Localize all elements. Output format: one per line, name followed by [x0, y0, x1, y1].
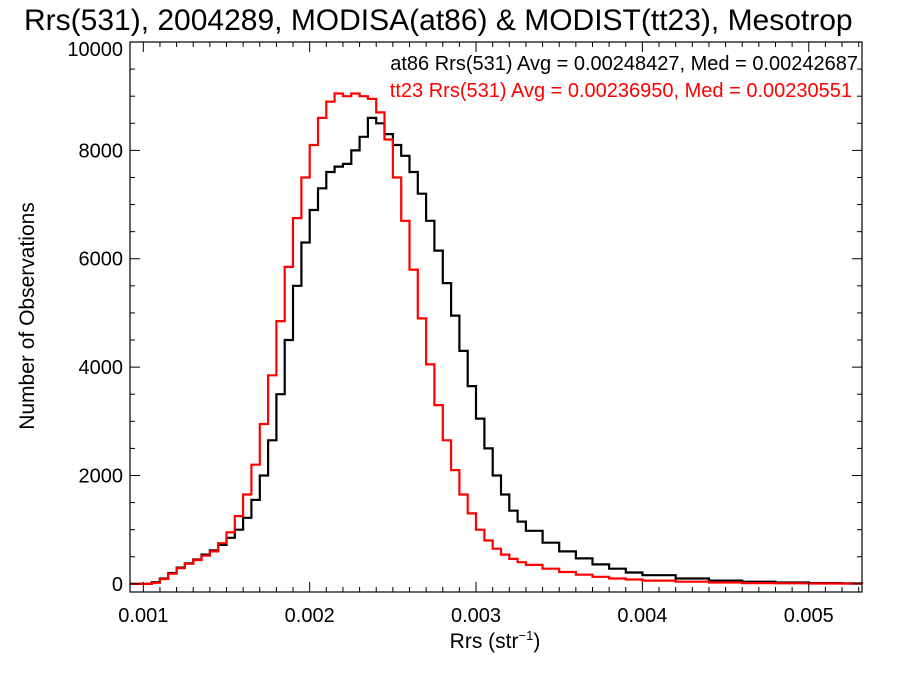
x-axis-label-text: Rrs (str	[450, 630, 519, 653]
series-line-tt23	[130, 92, 864, 585]
series-line-at86	[130, 116, 864, 585]
x-tick-label: 0.004	[617, 605, 667, 627]
y-tick-label: 8000	[79, 140, 124, 162]
y-axis-label: Number of Observations	[16, 202, 39, 430]
x-tick-label: 0.001	[118, 605, 168, 627]
chart-title: Rrs(531), 2004289, MODISA(at86) & MODIST…	[24, 4, 853, 37]
plot-frame	[129, 41, 863, 593]
plot-area: 0.001 0.002 0.003 0.004 0.005 0 2000 4000 6000 80…	[67, 39, 864, 627]
x-tick-label: 0.005	[784, 605, 834, 627]
y-tick-label: 0	[112, 574, 123, 596]
y-tick-label: 6000	[79, 249, 124, 271]
y-tick-label: 4000	[79, 357, 124, 379]
x-tick-label: 0.002	[285, 605, 335, 627]
y-tick-label: 10000	[67, 39, 123, 61]
annotation-tt23: tt23 Rrs(531) Avg = 0.00236950, Med = 0.…	[390, 80, 852, 102]
x-axis-label: Rrs (str−1)	[450, 628, 541, 653]
x-axis-label-close: )	[533, 630, 540, 653]
x-tick-label: 0.003	[451, 605, 501, 627]
annotation-at86: at86 Rrs(531) Avg = 0.00248427, Med = 0.…	[390, 53, 858, 75]
y-tick-label: 2000	[79, 465, 124, 487]
x-axis-label-superscript: −1	[519, 628, 534, 643]
